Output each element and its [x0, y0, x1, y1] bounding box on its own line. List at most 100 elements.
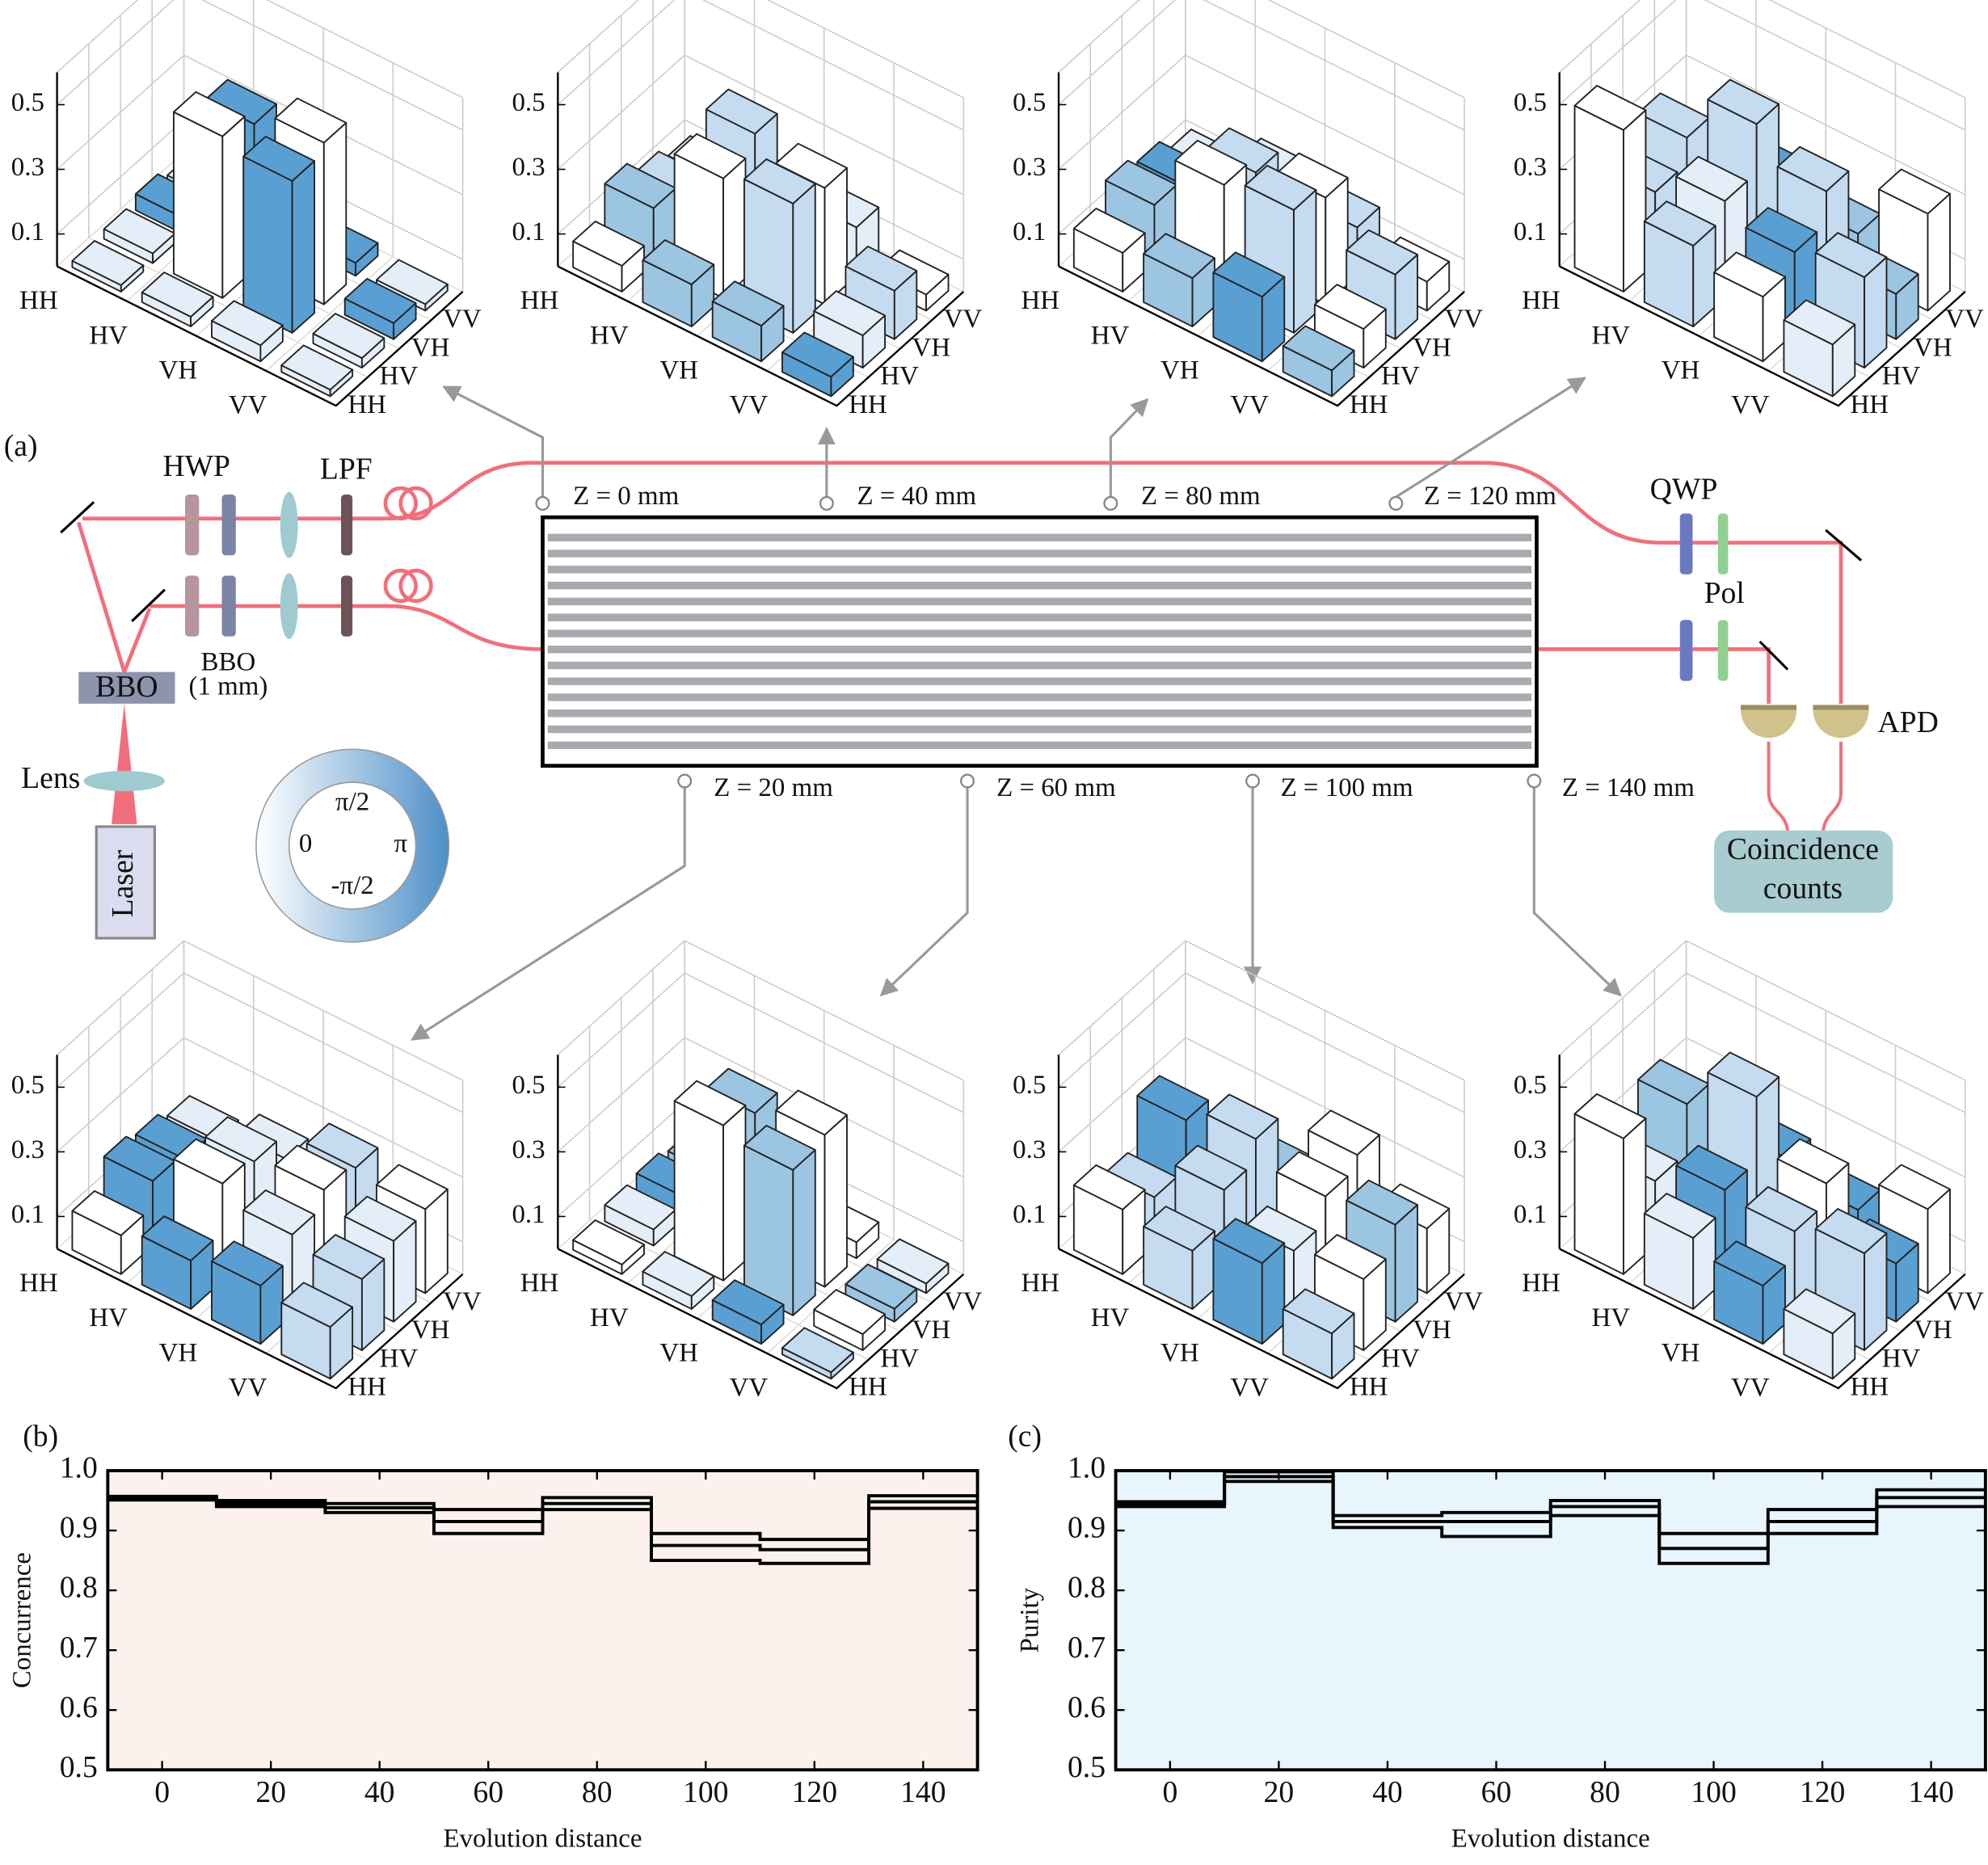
bar-top — [1878, 168, 1951, 215]
label: HWP — [162, 449, 230, 483]
bar — [1072, 1164, 1146, 1275]
row-label: VH — [659, 356, 698, 385]
bar-top — [376, 259, 449, 305]
step-line — [1115, 1475, 1986, 1551]
bar — [1643, 200, 1716, 328]
row-label: HH — [19, 286, 58, 315]
bar — [781, 1327, 854, 1380]
grid-line — [57, 972, 463, 1114]
row-label: VH — [159, 356, 198, 385]
row-label: VV — [229, 1374, 267, 1403]
grid-line — [557, 0, 964, 131]
y-tick-label: 0.7 — [60, 1631, 98, 1665]
col-label: HV — [1381, 1344, 1420, 1373]
bar — [711, 280, 785, 363]
bar-top — [673, 133, 747, 179]
arrow — [442, 385, 545, 498]
grid-line — [57, 0, 463, 131]
position-label: Z = 80 mm — [1141, 482, 1261, 511]
bar — [1783, 1288, 1856, 1380]
bar-top — [305, 1122, 379, 1169]
bar — [1573, 85, 1647, 293]
bar-top — [1776, 1138, 1850, 1185]
bar-top — [1713, 251, 1786, 298]
z-tick-label: 0.3 — [1514, 153, 1547, 182]
bar-front — [242, 155, 293, 334]
bar-top — [172, 91, 246, 137]
y-tick-label: 0.6 — [1068, 1690, 1106, 1724]
hwp — [221, 494, 236, 556]
z-tick-label: 0.3 — [1013, 153, 1046, 182]
lpf — [341, 494, 353, 556]
bar — [711, 1279, 785, 1345]
bar-top — [211, 300, 284, 347]
bar — [1072, 208, 1146, 293]
bar-side — [722, 1105, 747, 1282]
row-label: HV — [89, 321, 128, 350]
step-line — [1115, 1480, 1986, 1565]
bar-top — [312, 313, 385, 360]
bar — [642, 1251, 715, 1310]
bar-top — [274, 1144, 347, 1191]
bar-top — [1072, 208, 1146, 254]
z-tick-label: 0.5 — [11, 1071, 44, 1100]
bar — [211, 1240, 284, 1345]
panel-label: (c) — [1008, 1419, 1042, 1453]
bar-top — [1346, 229, 1418, 276]
floor-edge — [1058, 1248, 1465, 1390]
y-tick-label: 1.0 — [1068, 1451, 1106, 1485]
y-tick-label: 0.8 — [1068, 1571, 1106, 1605]
label: APD — [1878, 705, 1939, 739]
floor-edge — [1559, 265, 1966, 407]
bar-top — [376, 1164, 449, 1210]
mirror — [1758, 640, 1789, 671]
row-label: HV — [590, 321, 629, 350]
col-label: VH — [912, 333, 951, 362]
position-label: Z = 60 mm — [996, 773, 1116, 802]
bar-side — [823, 166, 848, 305]
grid-line — [1058, 54, 1465, 196]
lens — [280, 491, 298, 558]
col-label: VH — [1413, 333, 1451, 362]
bar-top — [705, 88, 778, 135]
phase-label: -π/2 — [331, 871, 374, 900]
bar — [1212, 251, 1286, 363]
bar-side — [823, 1114, 848, 1288]
x-tick-label: 20 — [1264, 1775, 1295, 1809]
bar-top — [1783, 1288, 1856, 1335]
col-label: VV — [944, 305, 983, 334]
bar-top — [1313, 284, 1387, 330]
label: counts — [1763, 872, 1843, 906]
apd — [1741, 709, 1869, 739]
floor-edge — [557, 265, 965, 407]
col-label: HV — [380, 362, 419, 391]
z-tick-label: 0.3 — [1514, 1135, 1547, 1164]
label: Coincidence — [1727, 832, 1879, 866]
label: BBO — [95, 670, 158, 704]
bar-top — [1707, 78, 1780, 125]
x-tick-label: 80 — [582, 1775, 613, 1809]
mirror — [131, 588, 166, 622]
bar — [71, 1189, 145, 1275]
bar-top — [844, 1263, 918, 1310]
bar-top — [242, 136, 316, 182]
bar-top — [673, 1080, 747, 1126]
row-label: HH — [520, 1269, 559, 1298]
bar-top — [1776, 145, 1850, 192]
marker — [819, 495, 834, 511]
bar — [172, 91, 246, 299]
qwp — [1679, 513, 1693, 575]
phase-label: π — [394, 829, 407, 858]
col-label: VV — [443, 1287, 482, 1316]
bar-top — [280, 1282, 354, 1328]
z-tick-label: 0.1 — [512, 1200, 545, 1229]
bar-side — [1623, 109, 1647, 293]
y-tick-label: 0.5 — [60, 1750, 98, 1784]
x-tick-label: 140 — [900, 1775, 946, 1809]
y-axis-label: Purity — [1016, 1587, 1045, 1652]
bar-top — [280, 344, 354, 391]
bar-top — [572, 1219, 645, 1265]
probe-markers — [535, 495, 1542, 789]
